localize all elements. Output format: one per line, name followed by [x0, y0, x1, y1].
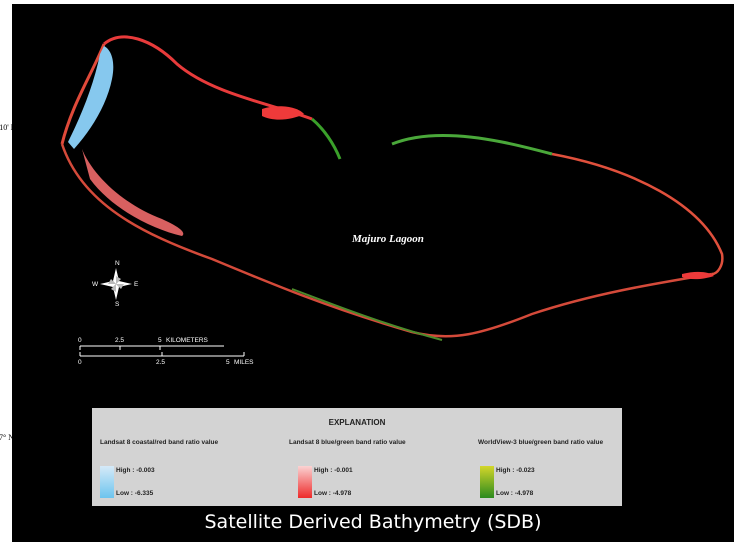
- green-section-south: [291, 288, 443, 341]
- legend-high-worldview: High : -0.023: [496, 467, 535, 474]
- lat-label-7-10: 7°10' N: [0, 123, 16, 132]
- compass-rose: [100, 268, 132, 300]
- legend-low-worldview: Low : -4.978: [496, 490, 534, 497]
- lagoon-label: Majuro Lagoon: [352, 233, 424, 245]
- scale-mi-tick-0: 0: [78, 359, 82, 366]
- legend-swatch-landsat-bg: [298, 466, 312, 498]
- map-caption: Satellite Derived Bathymetry (SDB): [204, 511, 542, 533]
- scale-km-tick-0: 0: [78, 337, 82, 344]
- lat-label-7-00: 7° N: [0, 433, 14, 442]
- legend-swatch-worldview: [480, 466, 494, 498]
- atoll-outline: [60, 35, 724, 357]
- compass-s-label: S: [115, 301, 120, 308]
- legend-low-landsat-bg: Low : -4.978: [314, 490, 352, 497]
- legend-item-worldview-label: WorldView-3 blue/green band ratio value: [478, 439, 604, 446]
- red-patch-east: [682, 271, 714, 280]
- legend-high-coastal: High : -0.003: [116, 467, 155, 474]
- scale-mi-unit: MILES: [234, 359, 254, 366]
- red-patch-west: [82, 149, 184, 236]
- compass-e-label: E: [134, 281, 139, 288]
- green-section-north-1: [311, 117, 342, 160]
- legend-low-coastal: Low : -6.335: [116, 490, 154, 497]
- scale-km-tick-1: 2.5: [115, 337, 125, 344]
- legend-panel: EXPLANATION Landsat 8 coastal/red band r…: [92, 408, 622, 506]
- legend-high-landsat-bg: High : -0.001: [314, 467, 353, 474]
- legend-swatch-coastal: [100, 466, 114, 498]
- red-patch-north: [262, 106, 304, 120]
- legend-item-landsat-bg-label: Landsat 8 blue/green band ratio value: [289, 439, 406, 446]
- green-section-north-2: [391, 134, 553, 156]
- compass-n-label: N: [115, 260, 120, 267]
- atoll-rim-east: [551, 152, 724, 276]
- compass-w-label: W: [92, 281, 99, 288]
- scale-bar: [79, 345, 245, 357]
- scale-km-unit: KILOMETERS: [166, 337, 208, 344]
- scale-mi-tick-1: 2.5: [156, 359, 166, 366]
- atoll-rim-west: [60, 43, 106, 145]
- bathymetry-map: N S E W Majuro Lagoon 0 2.5 5 KILOMETERS…: [12, 4, 734, 542]
- scale-mi-tick-2: 5: [226, 359, 230, 366]
- coastal-band-area: [68, 46, 114, 149]
- legend-title: EXPLANATION: [328, 418, 386, 427]
- legend-item-coastal-label: Landsat 8 coastal/red band ratio value: [100, 439, 219, 446]
- scale-km-tick-2: 5: [158, 337, 162, 344]
